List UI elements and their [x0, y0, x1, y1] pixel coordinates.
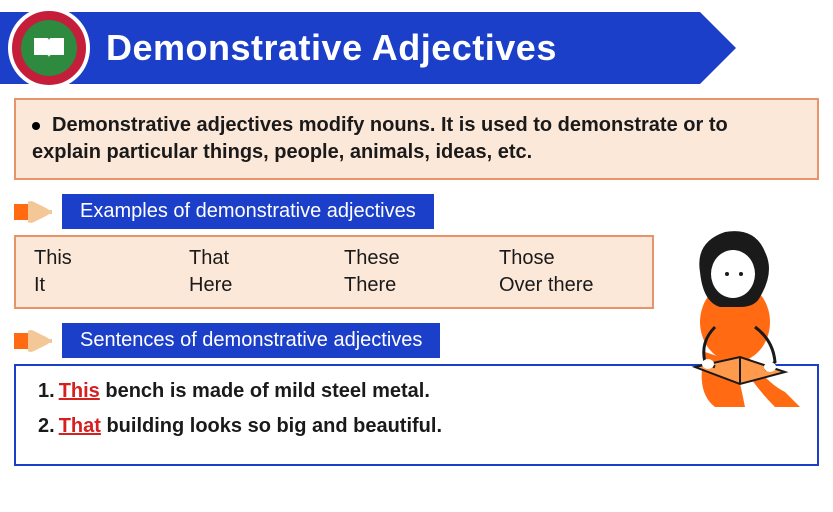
highlight-word: That: [59, 415, 101, 437]
pointing-hand-icon: [14, 196, 56, 228]
example-word: That: [189, 247, 324, 270]
highlight-word: This: [59, 380, 100, 402]
sentence-rest: bench is made of mild steel metal.: [100, 380, 430, 402]
example-word: These: [344, 247, 479, 270]
sentences-label: Sentences of demonstrative adjectives: [62, 323, 440, 358]
examples-label: Examples of demonstrative adjectives: [62, 194, 434, 229]
example-word: It: [34, 274, 169, 297]
logo-book-icon: [21, 20, 77, 76]
sentence-item: 2.That building looks so big and beautif…: [38, 415, 795, 438]
reading-girl-illustration: [645, 212, 825, 412]
example-word: Over there: [499, 274, 634, 297]
bullet-icon: [32, 122, 40, 130]
page-title: Demonstrative Adjectives: [106, 27, 557, 69]
examples-box: This That These Those It Here There Over…: [14, 235, 654, 309]
sentence-rest: building looks so big and beautiful.: [101, 415, 442, 437]
example-word: Those: [499, 247, 634, 270]
definition-text: Demonstrative adjectives modify nouns. I…: [32, 112, 801, 166]
definition-box: Demonstrative adjectives modify nouns. I…: [14, 98, 819, 180]
header-banner: Demonstrative Adjectives: [0, 12, 700, 84]
pointing-hand-icon: [14, 325, 56, 357]
sentence-number: 2.: [38, 415, 55, 437]
example-word: There: [344, 274, 479, 297]
example-word: Here: [189, 274, 324, 297]
logo-badge: [8, 7, 90, 89]
sentence-number: 1.: [38, 380, 55, 402]
example-word: This: [34, 247, 169, 270]
